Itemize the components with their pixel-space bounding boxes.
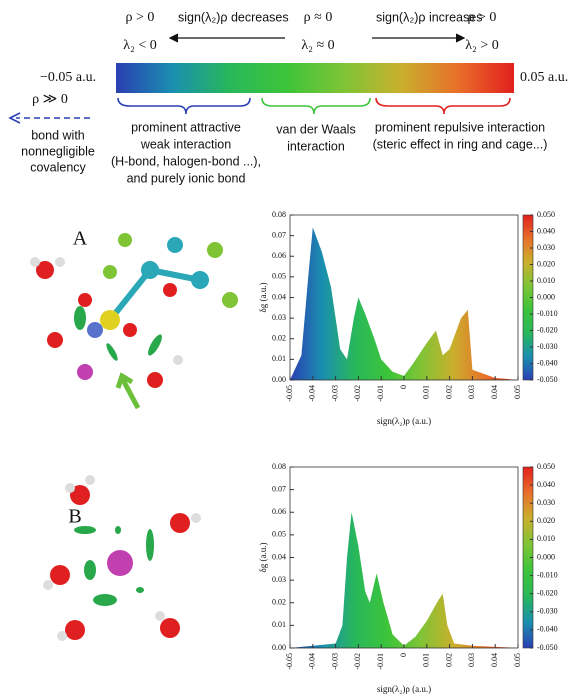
scheme-text: ρ > 0 xyxy=(468,10,497,25)
y-axis-label: δg (a.u.) xyxy=(258,283,268,313)
x-tick-label: 0.01 xyxy=(422,385,431,399)
y-tick-label: 0.04 xyxy=(272,552,286,561)
scheme-text: bond with xyxy=(31,128,85,142)
colorbar-tick-label: -0.050 xyxy=(537,643,558,652)
colorbar-tick-label: -0.030 xyxy=(537,607,558,616)
x-tick-label: -0.04 xyxy=(308,653,317,670)
y-tick-label: 0.03 xyxy=(272,313,286,322)
x-tick-label: 0.04 xyxy=(490,653,499,667)
y-tick-label: 0.08 xyxy=(272,462,286,471)
scheme-text: van der Waals xyxy=(276,122,355,136)
x-tick-label: -0.05 xyxy=(285,653,294,670)
y-tick-label: 0.03 xyxy=(272,575,286,584)
x-tick-label: -0.01 xyxy=(376,653,385,670)
molecule-a xyxy=(30,233,238,410)
y-tick-label: 0.06 xyxy=(272,507,286,516)
x-tick-label: 0.03 xyxy=(467,385,476,399)
x-tick-label: -0.01 xyxy=(376,385,385,402)
x-tick-label: 0.05 xyxy=(513,653,522,667)
x-axis-label: sign(λ₂)ρ (a.u.) xyxy=(377,416,431,426)
y-tick-label: 0.05 xyxy=(272,272,286,281)
x-tick-label: 0.03 xyxy=(467,653,476,667)
y-tick-label: 0.06 xyxy=(272,251,286,260)
colorbar-tick-label: 0.050 xyxy=(537,210,555,219)
y-tick-label: 0.00 xyxy=(272,643,286,652)
scheme-text: covalency xyxy=(30,160,86,174)
colorbar-tick-label: 0.050 xyxy=(537,462,555,471)
scheme-text: sign(λ₂)ρ increases xyxy=(376,10,482,24)
scheme-text: (H-bond, halogen-bond ...), xyxy=(111,154,261,168)
colorbar-tick-label: -0.010 xyxy=(537,570,558,579)
colorbar-tick-label: 0.020 xyxy=(537,259,555,268)
colorbar-tick-label: 0.040 xyxy=(537,480,555,489)
scheme-text: and purely ionic bond xyxy=(127,171,246,185)
x-tick-label: 0.01 xyxy=(422,653,431,667)
x-tick-label: -0.02 xyxy=(353,385,362,402)
x-tick-label: 0.02 xyxy=(444,385,453,399)
colorbar-tick-label: -0.050 xyxy=(537,375,558,384)
scheme-arrows xyxy=(168,33,466,43)
scheme-text: ρ > 0 xyxy=(126,10,155,25)
scheme-text: nonnegligible xyxy=(21,144,95,158)
x-axis-label: sign(λ₂)ρ (a.u.) xyxy=(377,684,431,694)
scheme-braces xyxy=(8,97,511,124)
colorbar-tick-label: -0.040 xyxy=(537,625,558,634)
y-tick-label: 0.07 xyxy=(272,484,286,493)
y-axis-label: δg (a.u.) xyxy=(258,543,268,573)
scheme-text: ρ ≈ 0 xyxy=(304,10,333,25)
scheme-text: (steric effect in ring and cage...) xyxy=(373,137,548,151)
scheme-text: weak interaction xyxy=(140,137,231,151)
x-tick-label: -0.02 xyxy=(353,653,362,670)
scheme-text: ρ ≫ 0 xyxy=(32,92,68,107)
y-tick-label: 0.08 xyxy=(272,210,286,219)
y-tick-label: 0.02 xyxy=(272,598,286,607)
scheme-text: prominent attractive xyxy=(131,120,241,134)
x-tick-label: -0.03 xyxy=(330,653,339,670)
scheme-text: 0.05 a.u. xyxy=(520,70,568,85)
colorbar-tick-label: 0.010 xyxy=(537,534,555,543)
scheme-colorbar xyxy=(116,63,514,93)
colorbar-tick-label: 0.000 xyxy=(537,292,555,301)
colorbar-tick-label: -0.030 xyxy=(537,342,558,351)
colorbar-tick-label: 0.010 xyxy=(537,276,555,285)
scheme-text: prominent repulsive interaction xyxy=(375,120,545,134)
scheme-text: −0.05 a.u. xyxy=(40,70,96,85)
density-area xyxy=(290,512,518,648)
x-tick-label: 0 xyxy=(399,653,408,657)
colorbar-tick-label: -0.020 xyxy=(537,325,558,334)
colorbar-tick-label: 0.000 xyxy=(537,552,555,561)
y-tick-label: 0.00 xyxy=(272,375,286,384)
x-tick-label: 0.05 xyxy=(513,385,522,399)
x-tick-label: 0 xyxy=(399,385,408,389)
y-tick-label: 0.07 xyxy=(272,230,286,239)
x-tick-label: -0.04 xyxy=(308,385,317,402)
colorbar-tick-label: 0.040 xyxy=(537,226,555,235)
panel-label: B xyxy=(68,506,81,528)
y-tick-label: 0.01 xyxy=(272,354,286,363)
colorbar-tick-label: -0.010 xyxy=(537,309,558,318)
scheme-text: sign(λ₂)ρ decreases xyxy=(178,10,289,24)
scheme-text: interaction xyxy=(287,139,345,153)
y-tick-label: 0.01 xyxy=(272,620,286,629)
y-tick-label: 0.05 xyxy=(272,530,286,539)
molecule-b xyxy=(43,475,201,641)
x-tick-label: -0.05 xyxy=(285,385,294,402)
colorbar-tick-label: 0.030 xyxy=(537,243,555,252)
colorbar-tick-label: -0.020 xyxy=(537,589,558,598)
density-area xyxy=(290,227,518,380)
scheme-text: λ₂ < 0 xyxy=(123,38,157,53)
x-tick-label: 0.02 xyxy=(444,653,453,667)
colorbar-tick-label: -0.040 xyxy=(537,358,558,367)
panel-label: A xyxy=(73,228,88,250)
y-tick-label: 0.02 xyxy=(272,334,286,343)
y-tick-label: 0.04 xyxy=(272,292,286,301)
x-tick-label: 0.04 xyxy=(490,385,499,399)
x-tick-label: -0.03 xyxy=(330,385,339,402)
plot-frame xyxy=(289,466,519,649)
colorbar-tick-label: 0.030 xyxy=(537,498,555,507)
scheme-text: λ₂ ≈ 0 xyxy=(301,38,334,53)
colorbar-tick-label: 0.020 xyxy=(537,516,555,525)
scheme-text: λ₂ > 0 xyxy=(465,38,499,53)
